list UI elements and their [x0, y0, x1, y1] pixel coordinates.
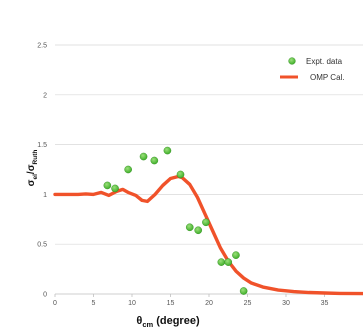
legend-marker-expt [288, 57, 296, 65]
x-tick-label-4: 20 [205, 300, 213, 307]
expt-data-point-10 [217, 258, 226, 266]
legend-label-omp: OMP Cal. [310, 73, 345, 82]
y-axis-label-sub1: el [32, 174, 39, 180]
expt-data-point-13 [239, 287, 248, 295]
x-tick-label-1: 5 [92, 300, 96, 307]
series-layer [53, 146, 363, 296]
x-tick-label-0: 0 [53, 300, 57, 307]
omp-cal-line [53, 174, 363, 296]
y-axis-label: σel/σRuth [26, 150, 39, 187]
x-axis-label-main: θ [136, 315, 142, 327]
x-axis-label-unit: (degree) [153, 315, 200, 327]
x-tick-label-6: 30 [282, 300, 290, 307]
y-tick-label-2: 1 [43, 192, 47, 199]
y-axis-label-main: σ [26, 179, 37, 186]
expt-data-point-2 [124, 165, 132, 174]
x-axis-label-sub: cm [142, 320, 153, 329]
legend-label-expt: Expt. data [306, 57, 343, 66]
expt-data-point-7 [185, 223, 194, 232]
expt-data-point-5 [163, 146, 172, 155]
expt-data-point-8 [194, 226, 203, 235]
y-tick-label-0: 0 [43, 292, 47, 299]
y-tick-label-1: 0.5 [37, 242, 47, 249]
y-tick-label-5: 2.5 [37, 43, 47, 50]
y-tick-label-4: 2 [43, 92, 47, 99]
expt-data-point-0 [103, 181, 112, 190]
x-tick-label-2: 10 [128, 300, 136, 307]
x-axis-label: θcm (degree) [136, 315, 200, 329]
expt-data-point-9 [202, 218, 210, 227]
x-tick-label-5: 25 [244, 300, 252, 307]
expt-data-point-11 [224, 258, 233, 266]
y-axis-label-sub2: Ruth [32, 150, 39, 165]
y-tick-label-3: 1.5 [37, 142, 47, 149]
x-tick-label-3: 15 [167, 300, 175, 307]
y-axis-label-slash: /σ [26, 164, 37, 174]
expt-data-point-6 [176, 170, 185, 179]
legend: Expt. data OMP Cal. [280, 57, 345, 82]
expt-data-point-12 [232, 251, 240, 259]
tick-labels: 0 0.5 1 1.5 2 2.5 0 5 10 15 20 25 30 35 [37, 43, 328, 308]
x-tick-label-7: 35 [321, 300, 329, 307]
expt-data-point-3 [139, 152, 148, 161]
expt-data-point-1 [111, 184, 119, 193]
expt-data-point-4 [150, 156, 159, 165]
